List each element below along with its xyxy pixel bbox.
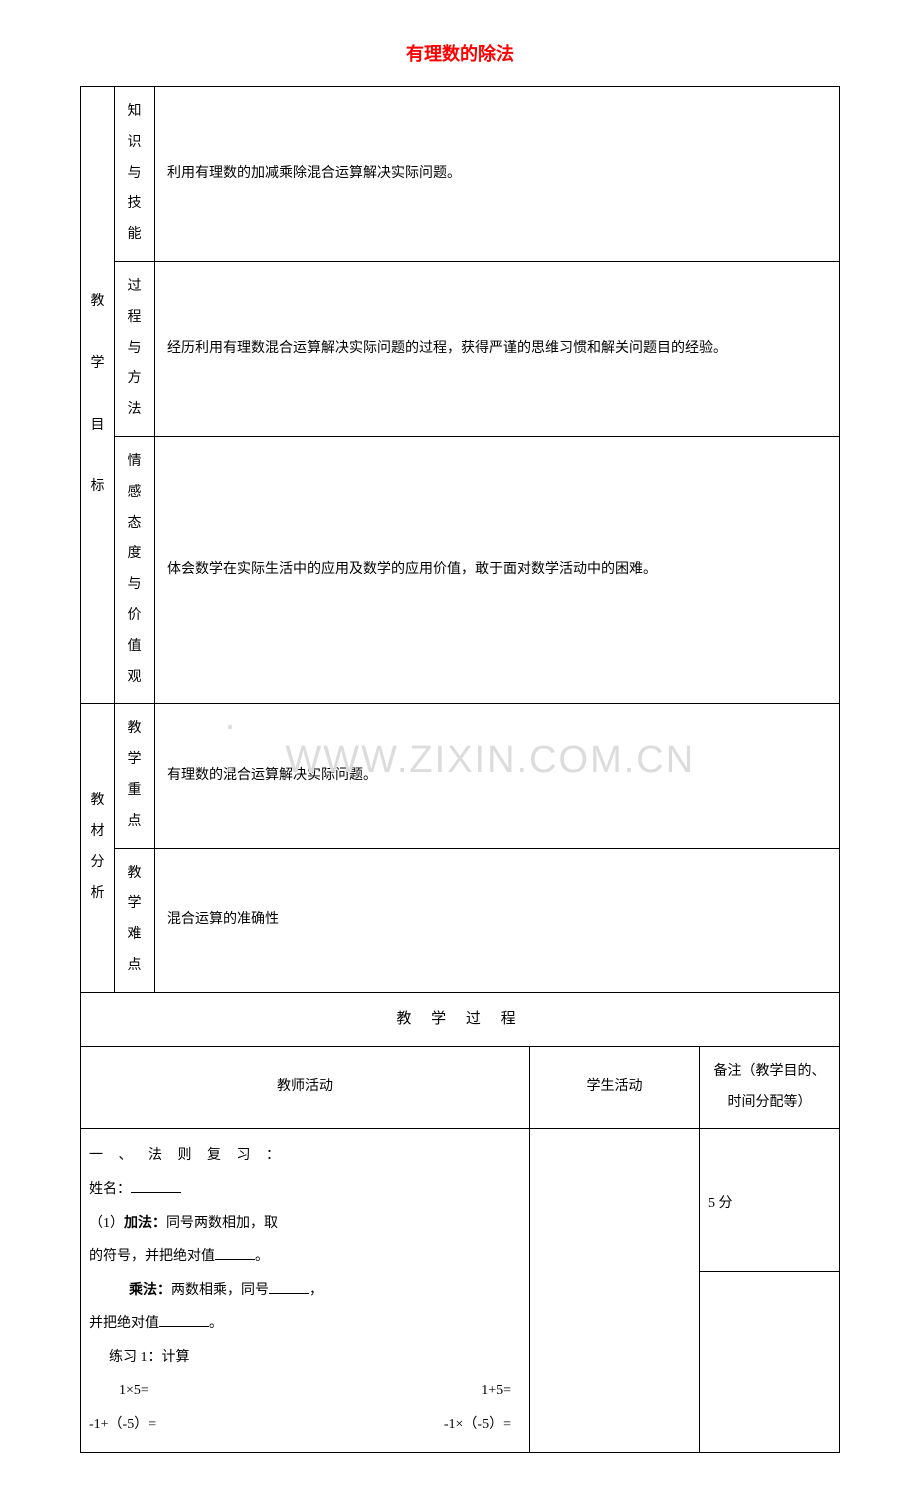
practice-label: 练习 1：计算 (89, 1341, 521, 1375)
calc-row-2: -1+（-5）= -1×（-5）= (89, 1408, 521, 1442)
analysis-label: 教材分析 (81, 704, 115, 992)
name-line: 姓名： (89, 1173, 521, 1207)
review-heading: 一 、 法 则 复 习 ： (89, 1139, 521, 1173)
page-title: 有理数的除法 (80, 40, 840, 66)
rule-mult: 乘法：两数相乘，同号， (89, 1274, 521, 1308)
lesson-plan-table: 教学目标 知识与技能 利用有理数的加减乘除混合运算解决实际问题。 过程与方法 经… (80, 86, 840, 1453)
remark-cell-2 (699, 1271, 839, 1452)
process-header: 教 学 过 程 (81, 992, 840, 1046)
obj-content-3: 体会数学在实际生活中的应用及数学的应用价值，敢于面对数学活动中的困难。 (155, 436, 840, 703)
calc-row-1: 1×5= 1+5= (89, 1374, 521, 1408)
obj-content-2: 经历利用有理数混合运算解决实际问题的过程，获得严谨的思维习惯和解关问题目的经验。 (155, 261, 840, 436)
rule-addition: （1）加法：同号两数相加，取 (89, 1207, 521, 1241)
rule-mult-2: 并把绝对值。 (89, 1307, 521, 1341)
col-student: 学生活动 (529, 1046, 699, 1129)
remark-cell-1: 5 分 (699, 1129, 839, 1271)
ana-content-1: 有理数的混合运算解决实际问题。 (155, 704, 840, 848)
ana-sub-2: 教学难点 (115, 848, 155, 992)
student-activity-cell (529, 1129, 699, 1452)
objectives-label: 教学目标 (81, 87, 115, 704)
obj-sub-2: 过程与方法 (115, 261, 155, 436)
ana-content-2: 混合运算的准确性 (155, 848, 840, 992)
obj-sub-1: 知识与技能 (115, 87, 155, 262)
col-remark: 备注（教学目的、时间分配等） (699, 1046, 839, 1129)
rule-addition-2: 的符号，并把绝对值。 (89, 1240, 521, 1274)
obj-sub-3: 情感态度与价值观 (115, 436, 155, 703)
teacher-activity-cell: 一 、 法 则 复 习 ： 姓名： （1）加法：同号两数相加，取 的符号，并把绝… (81, 1129, 530, 1452)
col-teacher: 教师活动 (81, 1046, 530, 1129)
obj-content-1: 利用有理数的加减乘除混合运算解决实际问题。 (155, 87, 840, 262)
ana-sub-1: 教学重点 (115, 704, 155, 848)
